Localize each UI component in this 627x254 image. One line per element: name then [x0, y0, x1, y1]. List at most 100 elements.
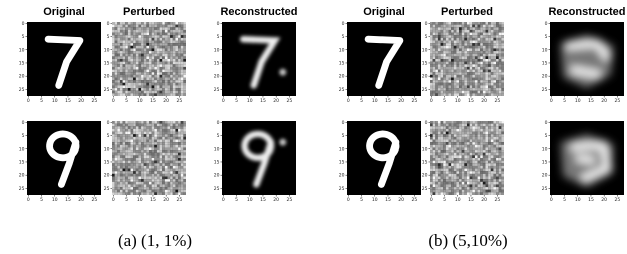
noise-pixel — [488, 145, 491, 148]
noise-pixel — [470, 126, 473, 129]
noise-pixel — [154, 153, 157, 156]
noise-pixel — [449, 41, 452, 44]
noise-pixel — [488, 33, 491, 36]
noise-pixel — [173, 70, 176, 73]
noise-pixel — [120, 142, 123, 145]
noise-pixel — [125, 46, 128, 49]
noise-pixel — [456, 192, 459, 195]
noise-pixel — [462, 161, 465, 164]
noise-pixel — [125, 43, 128, 46]
noise-pixel — [441, 70, 444, 73]
noise-pixel — [168, 62, 171, 65]
noise-pixel — [149, 182, 152, 185]
noise-pixel — [441, 93, 444, 96]
noise-pixel — [488, 59, 491, 62]
noise-pixel — [491, 142, 494, 145]
noise-pixel — [475, 150, 478, 153]
noise-pixel — [496, 137, 499, 140]
noise-pixel — [125, 30, 128, 33]
noise-pixel — [120, 41, 123, 44]
noise-pixel — [157, 85, 160, 88]
noise-pixel — [120, 38, 123, 41]
noise-pixel — [480, 25, 483, 28]
noise-pixel — [449, 137, 452, 140]
noise-pixel — [438, 161, 441, 164]
noise-pixel — [475, 155, 478, 158]
noise-pixel — [152, 184, 155, 187]
noise-pixel — [501, 129, 504, 132]
noise-pixel — [499, 83, 502, 86]
noise-pixel — [449, 134, 452, 137]
noise-pixel — [165, 163, 168, 166]
noise-pixel — [430, 64, 433, 67]
noise-pixel — [123, 88, 126, 91]
noise-pixel — [178, 62, 181, 65]
noise-pixel — [183, 46, 186, 49]
noise-pixel — [138, 85, 141, 88]
noise-pixel — [456, 46, 459, 49]
noise-pixel — [175, 129, 178, 132]
noise-pixel — [449, 91, 452, 94]
noise-pixel — [131, 30, 134, 33]
noise-pixel — [483, 67, 486, 70]
noise-pixel — [443, 192, 446, 195]
y-tick-label: 10 — [19, 47, 25, 53]
noise-pixel — [138, 140, 141, 143]
noise-pixel — [144, 137, 147, 140]
noise-pixel — [112, 192, 115, 195]
noise-pixel — [125, 142, 128, 145]
noise-pixel — [157, 59, 160, 62]
x-tick-label: 0 — [347, 197, 350, 203]
noise-pixel — [467, 187, 470, 190]
noise-pixel — [149, 137, 152, 140]
noise-pixel — [138, 43, 141, 46]
x-tick-label: 15 — [588, 197, 594, 203]
noise-pixel — [430, 54, 433, 57]
noise-pixel — [491, 158, 494, 161]
noise-pixel — [488, 187, 491, 190]
noise-pixel — [125, 64, 128, 67]
noise-pixel — [181, 171, 184, 174]
noise-pixel — [175, 72, 178, 75]
noise-pixel — [430, 70, 433, 73]
noise-pixel — [483, 59, 486, 62]
noise-pixel — [472, 72, 475, 75]
noise-pixel — [168, 25, 171, 28]
noise-pixel — [115, 59, 118, 62]
noise-pixel — [144, 64, 147, 67]
noise-pixel — [496, 83, 499, 86]
noise-pixel — [475, 33, 478, 36]
y-tick-label: 10 — [104, 47, 110, 53]
noise-pixel — [472, 27, 475, 30]
noise-pixel — [470, 171, 473, 174]
noise-pixel — [112, 153, 115, 156]
noise-pixel — [446, 137, 449, 140]
noise-pixel — [441, 174, 444, 177]
noise-pixel — [501, 70, 504, 73]
noise-pixel — [480, 132, 483, 135]
noise-pixel — [120, 163, 123, 166]
noise-pixel — [435, 174, 438, 177]
noise-pixel — [154, 43, 157, 46]
noise-pixel — [478, 171, 481, 174]
noise-pixel — [501, 72, 504, 75]
noise-pixel — [128, 59, 131, 62]
noise-pixel — [165, 192, 168, 195]
noise-pixel — [120, 158, 123, 161]
noise-pixel — [501, 67, 504, 70]
noise-pixel — [125, 75, 128, 78]
noise-pixel — [435, 192, 438, 195]
noise-pixel — [462, 27, 465, 30]
noise-pixel — [175, 85, 178, 88]
noise-pixel — [467, 161, 470, 164]
noise-pixel — [123, 75, 126, 78]
noise-pixel — [117, 54, 120, 57]
noise-pixel — [459, 126, 462, 129]
noise-pixel — [486, 155, 489, 158]
noise-pixel — [152, 179, 155, 182]
noise-pixel — [459, 64, 462, 67]
noise-pixel — [464, 35, 467, 38]
noise-pixel — [123, 30, 126, 33]
noise-pixel — [162, 48, 165, 51]
noise-pixel — [136, 51, 139, 54]
